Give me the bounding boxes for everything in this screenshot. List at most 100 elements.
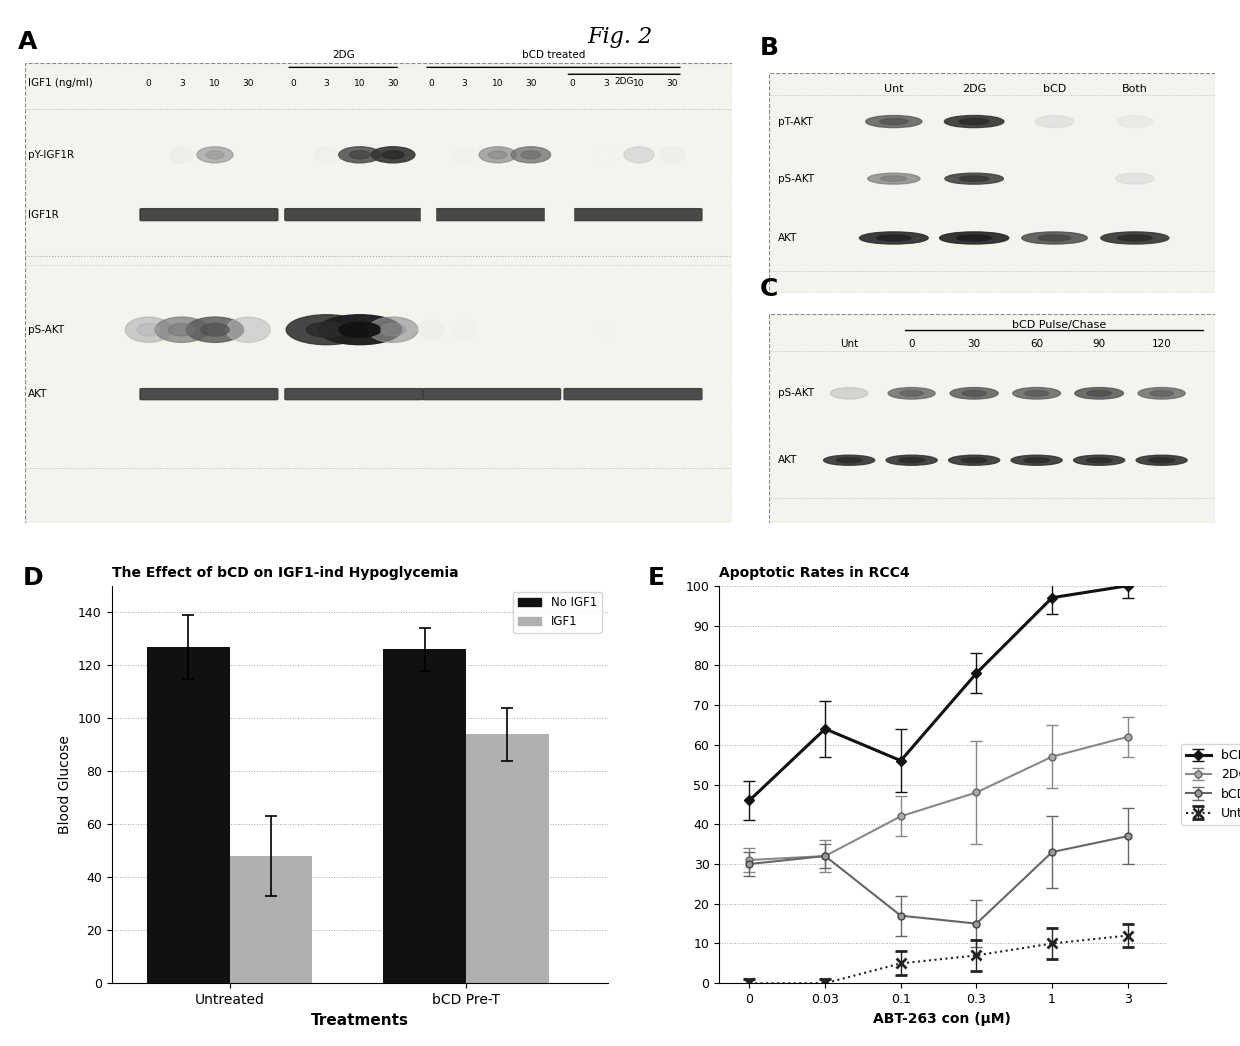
Ellipse shape — [1116, 174, 1154, 184]
Ellipse shape — [239, 146, 258, 163]
Text: E: E — [647, 566, 665, 590]
Ellipse shape — [315, 146, 339, 163]
Text: 120: 120 — [1152, 339, 1172, 349]
Text: bCD: bCD — [1043, 85, 1066, 94]
Ellipse shape — [286, 315, 367, 345]
Text: 10: 10 — [492, 78, 503, 88]
Ellipse shape — [660, 146, 684, 163]
Bar — [383, 650, 466, 983]
Ellipse shape — [350, 151, 371, 159]
Bar — [546, 205, 573, 224]
FancyBboxPatch shape — [140, 389, 278, 400]
Ellipse shape — [961, 458, 987, 462]
Text: D: D — [22, 566, 43, 590]
Ellipse shape — [306, 322, 347, 337]
Text: 3: 3 — [324, 78, 330, 88]
Text: Fig. 2: Fig. 2 — [588, 26, 652, 48]
Ellipse shape — [1038, 235, 1071, 241]
Ellipse shape — [125, 317, 171, 342]
Ellipse shape — [823, 455, 874, 465]
Ellipse shape — [1035, 115, 1074, 128]
Text: IGF1 (ng/ml): IGF1 (ng/ml) — [29, 78, 93, 89]
Text: 3: 3 — [179, 78, 185, 88]
Text: A: A — [17, 29, 37, 53]
Ellipse shape — [940, 232, 1009, 244]
Ellipse shape — [866, 115, 921, 128]
Text: 10: 10 — [634, 78, 645, 88]
Ellipse shape — [1086, 458, 1112, 462]
FancyBboxPatch shape — [285, 389, 423, 400]
Ellipse shape — [381, 323, 405, 336]
Ellipse shape — [868, 174, 920, 184]
FancyBboxPatch shape — [25, 63, 732, 523]
FancyBboxPatch shape — [423, 208, 560, 221]
Ellipse shape — [1024, 390, 1049, 396]
Ellipse shape — [339, 146, 381, 163]
Text: 2DG: 2DG — [614, 77, 634, 87]
Text: 30: 30 — [242, 78, 254, 88]
Text: pT-AKT: pT-AKT — [777, 116, 812, 127]
X-axis label: Treatments: Treatments — [310, 1013, 409, 1027]
Ellipse shape — [1013, 388, 1060, 400]
Ellipse shape — [511, 146, 551, 163]
FancyBboxPatch shape — [140, 208, 278, 221]
Ellipse shape — [960, 176, 988, 181]
Ellipse shape — [837, 458, 862, 462]
Ellipse shape — [1149, 458, 1174, 462]
Ellipse shape — [1117, 235, 1152, 241]
Ellipse shape — [206, 151, 224, 159]
Ellipse shape — [201, 323, 229, 336]
Text: 3: 3 — [461, 78, 467, 88]
Ellipse shape — [1074, 455, 1125, 465]
Ellipse shape — [1024, 458, 1049, 462]
Legend: bCD with 2DG, 2DG, bCD, Untreated: bCD with 2DG, 2DG, bCD, Untreated — [1180, 744, 1240, 825]
Ellipse shape — [226, 317, 270, 342]
Ellipse shape — [950, 388, 998, 400]
Text: pS-AKT: pS-AKT — [777, 174, 813, 184]
Ellipse shape — [521, 151, 541, 159]
Ellipse shape — [962, 390, 986, 396]
Text: B: B — [760, 36, 779, 60]
Ellipse shape — [596, 146, 616, 163]
Text: bCD Pulse/Chase: bCD Pulse/Chase — [1012, 320, 1106, 331]
FancyBboxPatch shape — [285, 208, 423, 221]
FancyBboxPatch shape — [423, 389, 560, 400]
Ellipse shape — [170, 146, 193, 163]
Text: 90: 90 — [1092, 339, 1106, 349]
Ellipse shape — [859, 232, 929, 244]
Legend: No IGF1, IGF1: No IGF1, IGF1 — [513, 592, 601, 633]
Text: AKT: AKT — [777, 233, 797, 243]
Ellipse shape — [479, 146, 516, 163]
Text: 10: 10 — [355, 78, 366, 88]
Ellipse shape — [888, 388, 935, 400]
Ellipse shape — [1042, 174, 1068, 184]
Text: pY-IGF1R: pY-IGF1R — [29, 150, 74, 160]
Y-axis label: Blood Glucose: Blood Glucose — [58, 735, 72, 834]
Ellipse shape — [368, 317, 418, 342]
Text: pS-AKT: pS-AKT — [777, 388, 813, 399]
Ellipse shape — [900, 390, 924, 396]
Ellipse shape — [880, 176, 906, 181]
Ellipse shape — [1136, 455, 1187, 465]
Text: AKT: AKT — [777, 455, 797, 465]
Ellipse shape — [887, 455, 937, 465]
Ellipse shape — [197, 146, 233, 163]
Text: 0: 0 — [909, 339, 915, 349]
FancyBboxPatch shape — [564, 208, 702, 221]
Text: bCD treated: bCD treated — [522, 50, 585, 61]
Text: Apoptotic Rates in RCC4: Apoptotic Rates in RCC4 — [719, 567, 910, 581]
Ellipse shape — [1075, 388, 1123, 400]
Ellipse shape — [879, 118, 908, 124]
Bar — [148, 646, 229, 983]
Ellipse shape — [382, 151, 404, 159]
Ellipse shape — [169, 323, 195, 336]
FancyBboxPatch shape — [564, 389, 702, 400]
Ellipse shape — [136, 323, 160, 336]
Ellipse shape — [1138, 388, 1185, 400]
Ellipse shape — [945, 115, 1004, 128]
Ellipse shape — [186, 317, 243, 342]
Ellipse shape — [453, 320, 476, 339]
Text: 30: 30 — [967, 339, 981, 349]
Text: AKT: AKT — [29, 389, 47, 400]
Text: 10: 10 — [210, 78, 221, 88]
